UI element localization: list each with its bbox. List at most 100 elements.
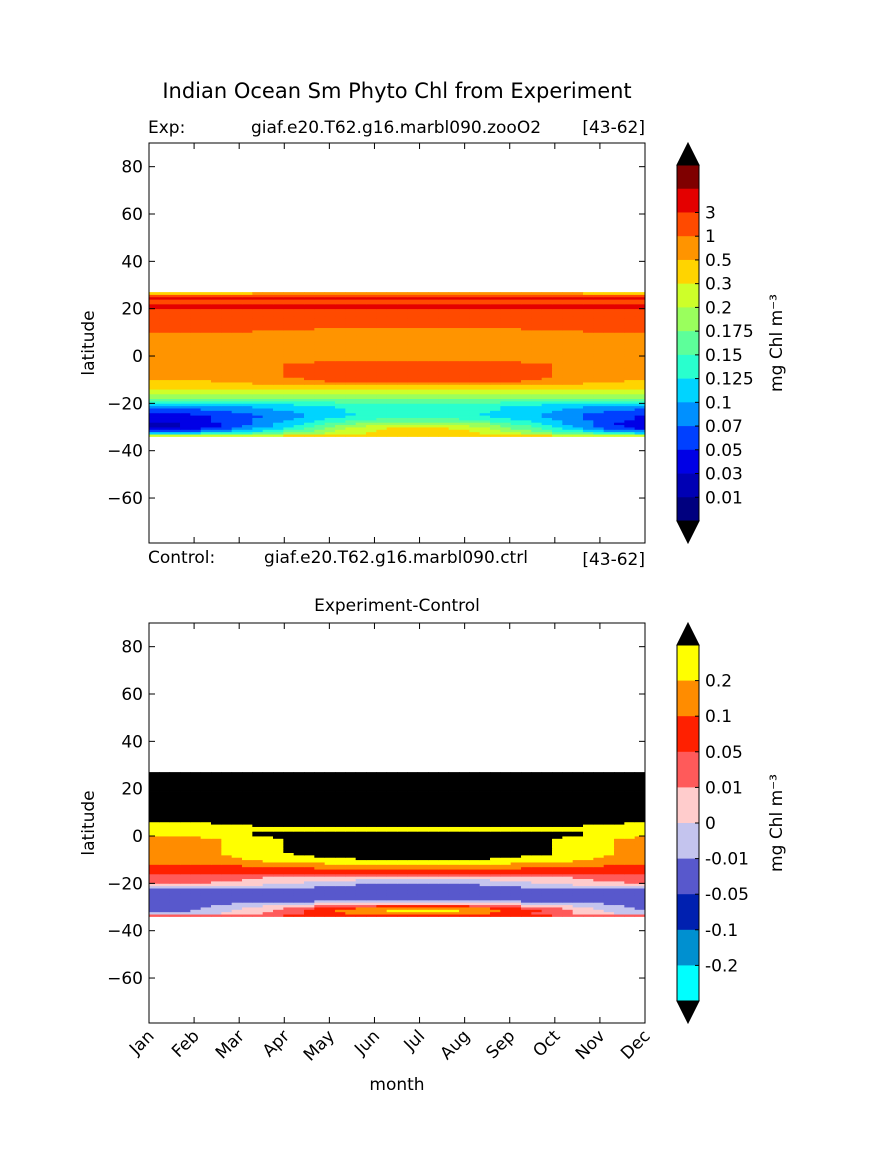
- heatmap-cell: [397, 315, 408, 319]
- heatmap-cell: [211, 427, 222, 430]
- heatmap-cell: [614, 327, 625, 331]
- heatmap-cell: [397, 341, 408, 345]
- heatmap-cell: [603, 382, 615, 385]
- heatmap-cell: [159, 847, 171, 851]
- heatmap-cell: [634, 382, 646, 385]
- heatmap-cell: [562, 845, 574, 849]
- heatmap-cell: [583, 367, 594, 371]
- heatmap-cell: [531, 419, 543, 423]
- heatmap-cell: [335, 410, 346, 414]
- heatmap-cell: [417, 367, 429, 371]
- heatmap-cell: [397, 911, 408, 915]
- heatmap-cell: [624, 826, 636, 830]
- heatmap-cell: [614, 301, 625, 305]
- heatmap-cell: [521, 363, 532, 366]
- heatmap-cell: [417, 831, 429, 835]
- heatmap-cell: [479, 873, 491, 877]
- heatmap-cell: [335, 871, 346, 875]
- heatmap-cell: [293, 398, 305, 402]
- heatmap-cell: [438, 417, 450, 421]
- heatmap-cell: [355, 303, 367, 307]
- heatmap-cell: [273, 824, 284, 827]
- heatmap-cell: [510, 360, 522, 364]
- heatmap-cell: [221, 897, 233, 901]
- heatmap-cell: [562, 389, 574, 392]
- heatmap-cell: [593, 859, 605, 863]
- heatmap-cell: [572, 363, 584, 366]
- heatmap-cell: [211, 412, 222, 416]
- heatmap-cell: [448, 422, 460, 426]
- heatmap-cell: [304, 410, 315, 414]
- heatmap-cell: [149, 826, 160, 830]
- heatmap-cell: [386, 398, 398, 402]
- heatmap-cell: [583, 826, 594, 830]
- heatmap-cell: [448, 389, 460, 392]
- heatmap-cell: [355, 306, 367, 310]
- heatmap-cell: [397, 379, 408, 383]
- heatmap-cell: [273, 422, 284, 426]
- heatmap-cell: [366, 292, 377, 295]
- heatmap-cell: [190, 424, 202, 428]
- heatmap-cell: [293, 878, 305, 882]
- heatmap-cell: [552, 895, 563, 898]
- heatmap-cell: [273, 351, 284, 355]
- heatmap-cell: [531, 892, 543, 896]
- heatmap-cell: [190, 391, 202, 395]
- heatmap-cell: [366, 391, 377, 395]
- heatmap-cell: [562, 840, 574, 844]
- heatmap-cell: [335, 329, 346, 333]
- heatmap-cell: [624, 899, 636, 903]
- heatmap-cell: [397, 826, 408, 830]
- heatmap-cell: [273, 892, 284, 896]
- heatmap-cell: [180, 344, 191, 347]
- heatmap-cell: [231, 902, 243, 906]
- heatmap-cell: [211, 431, 222, 435]
- heatmap-cell: [273, 311, 284, 314]
- heatmap-cell: [634, 408, 646, 411]
- heatmap-cell: [376, 857, 388, 861]
- heatmap-cell: [614, 408, 625, 411]
- heatmap-cell: [428, 393, 439, 397]
- heatmap-cell: [624, 885, 636, 889]
- heatmap-cell: [376, 890, 388, 894]
- heatmap-cell: [479, 306, 491, 310]
- heatmap-cell: [603, 434, 615, 437]
- heatmap-cell: [510, 315, 522, 319]
- heatmap-cell: [335, 301, 346, 305]
- heatmap-cell: [262, 408, 274, 411]
- heatmap-cell: [417, 334, 429, 338]
- heatmap-cell: [552, 897, 563, 901]
- heatmap-cell: [366, 400, 377, 404]
- heatmap-cell: [417, 434, 429, 437]
- heatmap-cell: [376, 852, 388, 856]
- heatmap-cell: [459, 914, 470, 917]
- heatmap-cell: [438, 292, 450, 295]
- heatmap-cell: [552, 334, 563, 338]
- heatmap-cell: [262, 301, 274, 305]
- heatmap-cell: [324, 890, 336, 894]
- heatmap-cell: [355, 396, 367, 400]
- heatmap-cell: [180, 360, 191, 364]
- heatmap-cell: [552, 859, 563, 863]
- heatmap-cell: [200, 306, 212, 310]
- heatmap-cell: [314, 360, 326, 364]
- heatmap-cell: [448, 377, 460, 381]
- heatmap-cell: [169, 429, 181, 433]
- heatmap-cell: [190, 379, 202, 383]
- heatmap-cell: [283, 862, 295, 865]
- heatmap-cell: [407, 890, 419, 894]
- heatmap-cell: [614, 836, 625, 839]
- heatmap-cell: [262, 831, 274, 835]
- heatmap-cell: [510, 859, 522, 863]
- heatmap-cell: [448, 876, 460, 880]
- heatmap-cell: [273, 852, 284, 856]
- heatmap-cell: [521, 429, 532, 433]
- heatmap-cell: [469, 904, 481, 908]
- heatmap-cell: [149, 334, 160, 338]
- heatmap-cell: [531, 325, 543, 329]
- heatmap-cell: [252, 410, 264, 414]
- heatmap-cell: [541, 876, 553, 880]
- heatmap-cell: [624, 840, 636, 844]
- heatmap-cell: [448, 895, 460, 898]
- heatmap-cell: [169, 831, 181, 835]
